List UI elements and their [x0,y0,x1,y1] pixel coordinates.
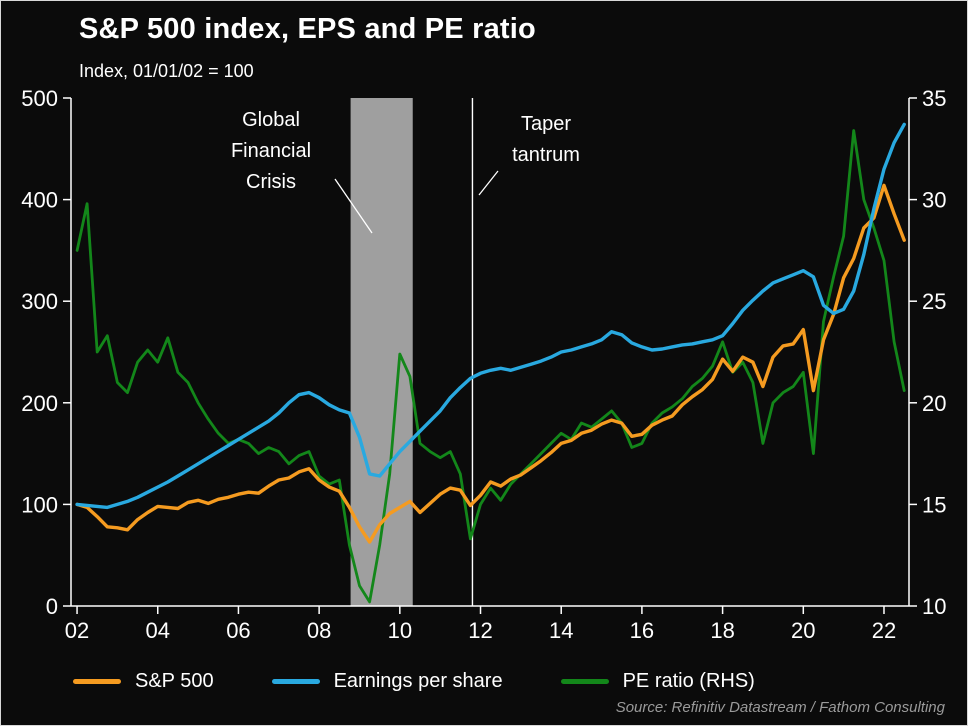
right-tick-label: 35 [922,86,946,111]
left-tick-label: 100 [21,492,58,517]
source-attribution: Source: Refinitiv Datastream / Fathom Co… [615,699,945,716]
left-tick-label: 500 [21,86,58,111]
x-tick-label: 22 [872,618,896,643]
left-tick-label: 400 [21,188,58,213]
right-tick-label: 15 [922,492,946,517]
x-tick-label: 14 [549,618,573,643]
right-tick-label: 20 [922,391,946,416]
legend-swatch [73,678,121,684]
x-tick-label: 04 [146,618,170,643]
x-tick-label: 02 [65,618,89,643]
x-tick-label: 18 [710,618,734,643]
x-tick-label: 20 [791,618,815,643]
chart-subtitle: Index, 01/01/02 = 100 [79,61,254,81]
legend-label: S&P 500 [135,669,214,692]
x-tick-label: 12 [468,618,492,643]
left-tick-label: 0 [46,594,58,619]
legend-item: PE ratio (RHS) [560,669,755,693]
right-tick-label: 10 [922,594,946,619]
chart-title: S&P 500 index, EPS and PE ratio [79,13,536,45]
taper-annotation-label: Taper tantrum [512,113,580,166]
chart-legend: S&P 500 Earnings per share PE ratio (RHS) [73,663,957,699]
taper-pointer-line [478,170,499,196]
legend-label: Earnings per share [333,669,503,692]
legend-item: S&P 500 [73,670,214,693]
left-tick-label: 300 [21,289,58,314]
x-tick-label: 06 [226,618,250,643]
legend-swatch [271,678,320,684]
gfc-pointer-line [334,178,373,234]
right-tick-label: 30 [922,188,946,213]
x-tick-label: 16 [630,618,654,643]
right-tick-label: 25 [922,289,946,314]
legend-label: PE ratio (RHS) [622,669,755,692]
gfc-annotation-label: Global Financial Crisis [230,109,312,193]
x-tick-label: 08 [307,618,331,643]
series-pe-ratio-rhs- [75,129,906,604]
left-tick-label: 200 [21,391,58,416]
series-earnings-per-share [75,122,906,510]
x-tick-label: 10 [388,618,412,643]
series-s-p-500 [75,183,906,544]
legend-item: Earnings per share [271,669,503,693]
legend-swatch [560,678,609,684]
